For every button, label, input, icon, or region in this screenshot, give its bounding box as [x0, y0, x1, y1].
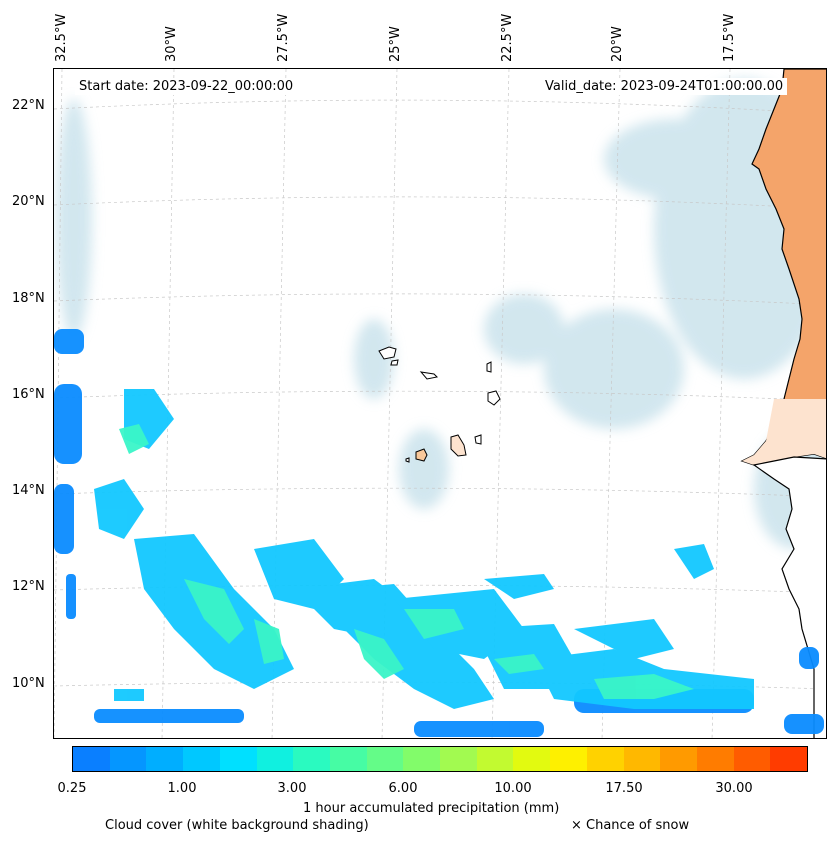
lon-label: 32.5°W: [54, 13, 69, 62]
colorbar-swatch: [586, 747, 624, 771]
colorbar-swatch: [109, 747, 147, 771]
cloud-cover-shading: [56, 79, 826, 549]
lat-label: 12°N: [12, 579, 45, 594]
colorbar-tick: 6.00: [388, 781, 418, 796]
colorbar-tick: 10.00: [494, 781, 532, 796]
colorbar-swatch: [696, 747, 734, 771]
lon-label: 25°W: [388, 26, 403, 62]
colorbar-swatch: [146, 747, 184, 771]
lon-label: 22.5°W: [500, 13, 515, 62]
lon-label: 27.5°W: [276, 13, 291, 62]
cloud-cover-note: Cloud cover (white background shading): [105, 818, 369, 833]
colorbar-swatch: [366, 747, 404, 771]
lon-label: 20°W: [610, 26, 625, 62]
colorbar-swatch: [73, 747, 110, 771]
cape-verde-islands: [378, 346, 501, 463]
africa-landmass: [740, 69, 826, 738]
colorbar-swatch: [403, 747, 441, 771]
lat-label: 22°N: [12, 98, 45, 113]
colorbar-swatch: [623, 747, 661, 771]
lat-label: 14°N: [12, 483, 45, 498]
colorbar-swatch: [476, 747, 514, 771]
colorbar-tick: 3.00: [277, 781, 307, 796]
colorbar-swatch: [440, 747, 477, 771]
colorbar-swatch: [256, 747, 294, 771]
colorbar-tick: 17.50: [605, 781, 643, 796]
precipitation-field: [54, 329, 824, 737]
colorbar-swatch: [183, 747, 220, 771]
colorbar-swatch: [219, 747, 257, 771]
colorbar-tick: 0.25: [57, 781, 87, 796]
lat-label: 20°N: [12, 194, 45, 209]
colorbar-swatch: [513, 747, 551, 771]
map-canvas: [54, 69, 826, 738]
valid-date-label: Valid_date: 2023-09-24T01:00:00.00: [541, 78, 788, 95]
lon-label: 17.5°W: [722, 13, 737, 62]
colorbar-swatch: [660, 747, 697, 771]
colorbar-tick: 30.00: [715, 781, 753, 796]
snow-legend: × Chance of snow: [571, 818, 690, 833]
colorbar-swatch: [733, 747, 771, 771]
colorbar-label: 1 hour accumulated precipitation (mm): [303, 801, 560, 816]
colorbar-swatch: [550, 747, 587, 771]
lat-label: 10°N: [12, 676, 45, 691]
map-frame[interactable]: Start date: 2023-09-22_00:00:00 Valid_da…: [53, 68, 827, 739]
colorbar-swatch: [770, 747, 808, 771]
lat-label: 18°N: [12, 291, 45, 306]
lat-label: 16°N: [12, 387, 45, 402]
colorbar-tick: 1.00: [167, 781, 197, 796]
colorbar-swatch: [293, 747, 330, 771]
colorbar-swatch: [329, 747, 367, 771]
lon-label: 30°W: [164, 26, 179, 62]
precipitation-colorbar: [72, 746, 808, 772]
start-date-label: Start date: 2023-09-22_00:00:00: [75, 78, 298, 95]
